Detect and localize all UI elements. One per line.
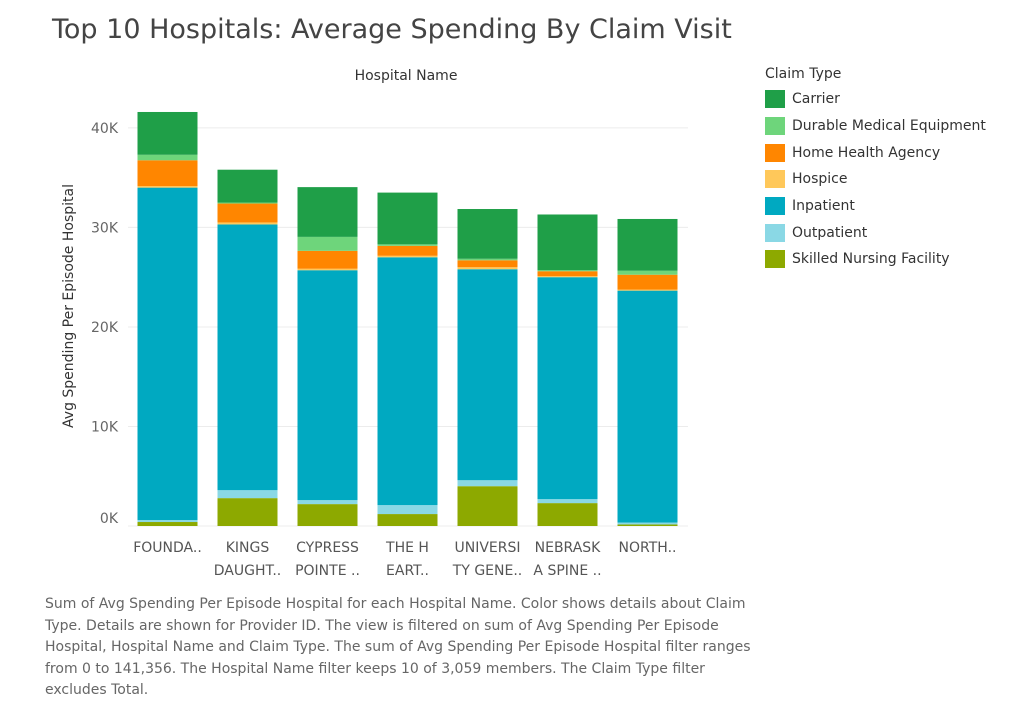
x-tick-label: EART.. (386, 563, 429, 579)
legend-label: Carrier (792, 91, 840, 108)
legend-swatch (765, 117, 785, 136)
bar-segment[interactable] (617, 290, 678, 523)
legend-label: Durable Medical Equipment (792, 118, 986, 135)
legend-title: Claim Type (765, 66, 842, 82)
bar-segment[interactable] (617, 274, 678, 290)
bar-segment[interactable] (297, 268, 358, 271)
x-tick-label: KINGS (226, 540, 270, 556)
x-tick-label: UNIVERSI (454, 540, 520, 556)
bar-segment[interactable] (617, 218, 678, 271)
legend-swatch (765, 197, 785, 216)
bar-segment[interactable] (617, 524, 678, 526)
bar-segment[interactable] (137, 160, 198, 187)
bar-segment[interactable] (457, 480, 518, 487)
bar-segment[interactable] (617, 289, 678, 291)
y-axis-ticks: 0K 10K 20K 30K 40K (91, 121, 119, 527)
bar-segment[interactable] (217, 202, 278, 204)
legend-item-carrier[interactable]: Carrier (765, 86, 986, 113)
legend: Claim Type Carrier Durable Medical Equip… (765, 66, 986, 273)
chart-title: Top 10 Hospitals: Average Spending By Cl… (52, 14, 732, 45)
y-tick-label: 0K (100, 511, 119, 527)
bar-segment[interactable] (457, 269, 518, 481)
legend-item-hospice[interactable]: Hospice (765, 166, 986, 193)
x-tick-label: DAUGHT.. (214, 563, 282, 579)
legend-swatch (765, 90, 785, 109)
bar-segment[interactable] (297, 236, 358, 251)
column-header: Hospital Name (355, 68, 458, 84)
bar-segment[interactable] (537, 214, 598, 271)
x-tick-label: POINTE .. (295, 563, 360, 579)
bar-segment[interactable] (457, 267, 518, 270)
y-tick-label: 30K (91, 220, 119, 236)
bar-segment[interactable] (217, 222, 278, 225)
bar-segment[interactable] (217, 169, 278, 203)
legend-swatch (765, 223, 785, 242)
bar-segment[interactable] (297, 250, 358, 269)
bar-segment[interactable] (297, 504, 358, 526)
legend-swatch (765, 250, 785, 269)
x-tick-label: CYPRESS (296, 540, 359, 556)
bar-segment[interactable] (377, 505, 438, 515)
legend-item-inpatient[interactable]: Inpatient (765, 193, 986, 220)
bar-segment[interactable] (537, 276, 598, 278)
bar-segment[interactable] (217, 490, 278, 499)
bar-segment[interactable] (137, 111, 198, 155)
bar-segment[interactable] (217, 224, 278, 491)
y-axis-label: Avg Spending Per Episode Hospital (61, 184, 77, 428)
bar-segment[interactable] (537, 499, 598, 504)
bar-segment[interactable] (457, 209, 518, 259)
bar-segment[interactable] (137, 187, 198, 521)
bar-segment[interactable] (297, 187, 358, 237)
bars (137, 111, 678, 526)
bar-segment[interactable] (457, 260, 518, 268)
bar-segment[interactable] (217, 498, 278, 526)
x-tick-label: NEBRASK (535, 540, 602, 556)
bar-segment[interactable] (457, 486, 518, 526)
y-tick-label: 40K (91, 121, 119, 137)
chart-caption: Sum of Avg Spending Per Episode Hospital… (45, 596, 751, 698)
legend-label: Home Health Agency (792, 144, 941, 161)
stacked-bar-chart: Hospital Name Avg Spending Per Episode H… (61, 68, 688, 579)
x-tick-label: A SPINE .. (533, 563, 601, 579)
x-tick-label: FOUNDA.. (133, 540, 202, 556)
bar-segment[interactable] (537, 271, 598, 277)
x-axis-ticks: FOUNDA.. KINGS DAUGHT.. CYPRESS POINTE .. THE… (133, 540, 676, 579)
legend-label: Outpatient (792, 224, 868, 241)
legend-label: Skilled Nursing Facility (792, 251, 950, 268)
bar-segment[interactable] (457, 258, 518, 261)
bar-segment[interactable] (137, 154, 198, 161)
legend-label: Hospice (792, 171, 848, 188)
x-tick-label: NORTH.. (619, 540, 677, 556)
legend-item-skilled-nursing-facility[interactable]: Skilled Nursing Facility (765, 246, 986, 273)
x-tick-label: THE H (385, 540, 429, 556)
bar-segment[interactable] (297, 270, 358, 501)
x-tick-label: TY GENE.. (452, 563, 522, 579)
bar-segment[interactable] (137, 522, 198, 526)
legend-item-durable-medical-equipment[interactable]: Durable Medical Equipment (765, 113, 986, 140)
bar-segment[interactable] (377, 192, 438, 245)
y-tick-label: 10K (91, 419, 119, 435)
bar-segment[interactable] (537, 277, 598, 500)
legend-swatch (765, 170, 785, 189)
legend-label: Inpatient (792, 198, 855, 215)
bar-segment[interactable] (537, 270, 598, 272)
y-tick-label: 20K (91, 320, 119, 336)
bar-segment[interactable] (537, 503, 598, 526)
bar-segment[interactable] (377, 245, 438, 256)
bar-segment[interactable] (297, 500, 358, 505)
bar-segment[interactable] (377, 257, 438, 506)
legend-swatch (765, 143, 785, 162)
bar-segment[interactable] (617, 270, 678, 275)
bar-segment[interactable] (377, 255, 438, 258)
bar-segment[interactable] (617, 522, 678, 525)
bar-segment[interactable] (377, 514, 438, 526)
legend-item-home-health-agency[interactable]: Home Health Agency (765, 139, 986, 166)
bar-segment[interactable] (377, 244, 438, 246)
legend-item-outpatient[interactable]: Outpatient (765, 219, 986, 246)
bar-segment[interactable] (137, 186, 198, 188)
bar-segment[interactable] (217, 203, 278, 223)
bar-segment[interactable] (137, 520, 198, 523)
